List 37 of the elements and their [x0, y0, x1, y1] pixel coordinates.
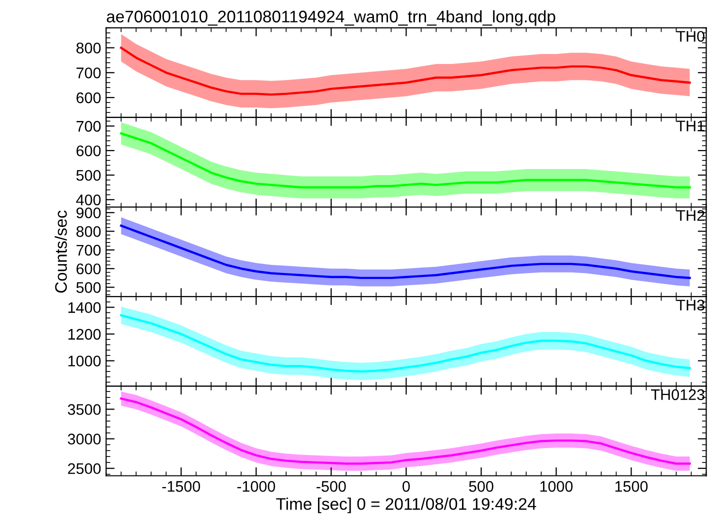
y-tick-label: 600 [76, 263, 101, 274]
y-tick-label: 500 [76, 282, 101, 293]
y-tick-label: 900 [76, 207, 101, 218]
y-tick-label: 800 [76, 226, 101, 237]
text: TH0123 [651, 389, 704, 400]
line-series [120, 46, 691, 96]
text: TH3 [676, 300, 704, 311]
y-tick-label: 700 [76, 244, 101, 256]
y-tick-label: 3500 [68, 404, 101, 415]
x-tick-label: -500 [316, 481, 346, 492]
text: TH1 [676, 120, 704, 132]
y-tick-label: 600 [76, 145, 101, 156]
y-tick-label: 500 [76, 170, 101, 181]
y-tick-label: 700 [76, 68, 101, 78]
y-tick-label: 600 [76, 92, 101, 104]
x-tick-label: 1500 [615, 481, 648, 492]
line-series [120, 224, 691, 280]
x-tick-label: 500 [469, 481, 494, 492]
y-tick-label: 1400 [68, 302, 101, 313]
y-tick-label: 1000 [68, 356, 101, 366]
x-axis-title: Time [sec] 0 = 2011/08/01 19:49:24 [276, 498, 536, 514]
line-series [120, 132, 691, 188]
y-tick-label: 2500 [68, 463, 101, 474]
y-tick-label: 3000 [68, 434, 101, 444]
x-tick-label: 1000 [540, 481, 573, 492]
x-tick-label: -1500 [162, 481, 200, 492]
y-tick-label: 400 [76, 194, 101, 206]
x-tick-label: 0 [402, 481, 410, 492]
line-series [120, 314, 691, 373]
text: TH2 [676, 210, 704, 221]
chart-title: ae706001010_20110801194924_wam0_trn_4band_long.qdp [106, 10, 556, 26]
y-tick-label: 700 [76, 120, 101, 132]
text: TH0 [676, 30, 704, 42]
x-tick-label: -1000 [237, 481, 276, 492]
y-tick-label: 800 [76, 42, 101, 54]
y-tick-label: 1200 [68, 328, 101, 340]
y-axis-title: Counts/sec [54, 210, 67, 293]
